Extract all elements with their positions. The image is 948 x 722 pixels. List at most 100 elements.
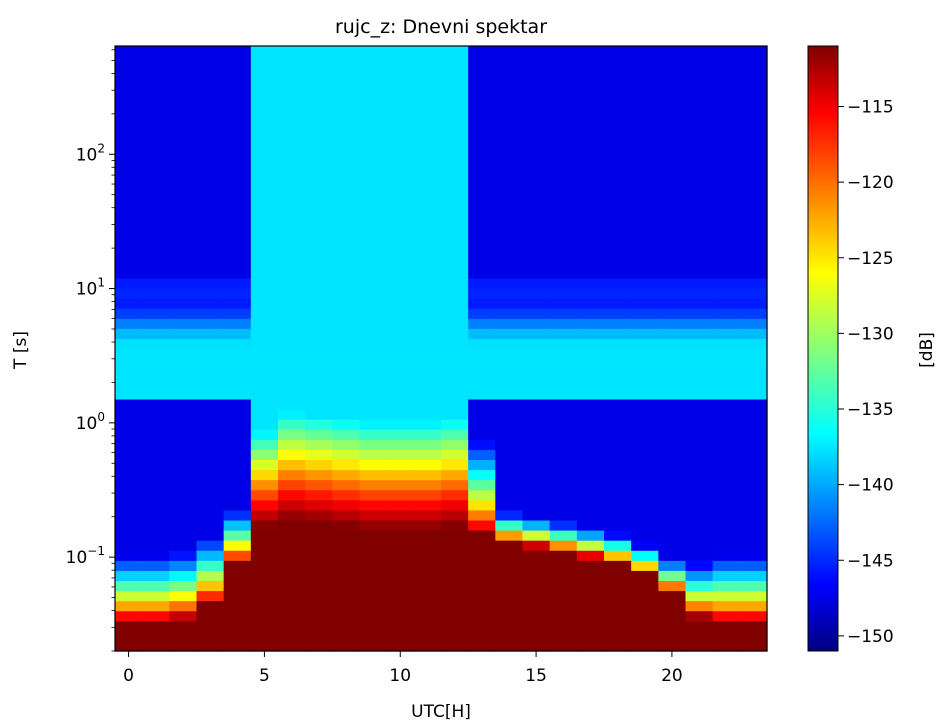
heatmap-cell <box>359 469 388 481</box>
heatmap-cell <box>169 419 198 430</box>
heatmap-cell <box>196 318 225 329</box>
heatmap-cell <box>223 439 252 450</box>
heatmap-cell <box>468 459 496 471</box>
heatmap-cell <box>305 509 333 521</box>
heatmap-cell <box>278 187 306 198</box>
heatmap-cell <box>712 469 741 481</box>
heatmap-cell <box>386 378 415 390</box>
heatmap-cell <box>468 247 496 259</box>
heatmap-cell <box>631 509 659 521</box>
heatmap-cell <box>332 348 361 360</box>
heatmap-cell <box>604 550 632 561</box>
heatmap-cell <box>115 368 143 380</box>
heatmap-cell <box>631 610 659 622</box>
heatmap-cell <box>142 348 170 360</box>
heatmap-cell <box>712 76 741 87</box>
heatmap-cell <box>115 106 143 118</box>
heatmap-cell <box>115 459 143 471</box>
heatmap-cell <box>278 247 306 259</box>
heatmap-cell <box>739 509 768 521</box>
heatmap-cell <box>250 56 279 67</box>
heatmap-cell <box>169 197 198 208</box>
heatmap-cell <box>115 197 143 208</box>
heatmap-cell <box>712 519 741 531</box>
heatmap-cell <box>196 640 225 652</box>
heatmap-cell <box>332 479 361 491</box>
heatmap-cell <box>169 267 198 279</box>
heatmap-cell <box>739 429 768 440</box>
heatmap-cell <box>739 449 768 461</box>
heatmap-cell <box>169 66 198 77</box>
heatmap-cell <box>712 439 741 450</box>
heatmap-cell <box>169 630 198 642</box>
heatmap-cell <box>413 96 442 108</box>
heatmap-cell <box>359 116 388 128</box>
heatmap-cell <box>604 570 632 582</box>
heatmap-cell <box>468 368 496 380</box>
heatmap-cell <box>386 479 415 491</box>
heatmap-cell <box>332 540 361 551</box>
heatmap-cell <box>413 197 442 208</box>
heatmap-cell <box>576 247 605 259</box>
heatmap-cell <box>196 96 225 108</box>
heatmap-cell <box>604 136 632 148</box>
heatmap-cell <box>685 378 714 390</box>
heatmap-cell <box>386 338 415 350</box>
heatmap-cell <box>441 560 469 571</box>
y-tick-label: 102 <box>76 141 105 165</box>
heatmap-cell <box>413 146 442 158</box>
heatmap-cell <box>196 530 225 541</box>
heatmap-cell <box>712 126 741 138</box>
heatmap-cell <box>658 439 687 450</box>
heatmap-cell <box>712 479 741 491</box>
heatmap-cell <box>604 398 632 410</box>
heatmap-cell <box>685 439 714 450</box>
heatmap-cell <box>739 439 768 450</box>
heatmap-cell <box>576 540 605 551</box>
heatmap-cell <box>305 449 333 461</box>
heatmap-cell <box>522 187 551 198</box>
heatmap-cell <box>196 86 225 98</box>
heatmap-cell <box>305 368 333 380</box>
heatmap-cell <box>413 630 442 642</box>
heatmap-cell <box>169 247 198 259</box>
heatmap-cell <box>631 288 659 299</box>
heatmap-cell <box>685 237 714 249</box>
heatmap-cell <box>441 187 469 198</box>
heatmap-cell <box>386 489 415 501</box>
heatmap-cell <box>685 187 714 198</box>
heatmap-cell <box>359 620 388 632</box>
heatmap-cell <box>250 388 279 400</box>
heatmap-cell <box>196 217 225 229</box>
heatmap-cell <box>604 247 632 259</box>
heatmap-cell <box>250 136 279 148</box>
heatmap-cell <box>441 247 469 259</box>
heatmap-cell <box>142 106 170 118</box>
heatmap-cell <box>576 217 605 229</box>
heatmap-cell <box>250 146 279 158</box>
heatmap-cell <box>196 419 225 430</box>
heatmap-cell <box>576 439 605 450</box>
heatmap-cell <box>115 96 143 108</box>
heatmap-cell <box>468 56 496 67</box>
heatmap-cell <box>278 237 306 249</box>
heatmap-cell <box>576 177 605 188</box>
heatmap-cell <box>332 76 361 87</box>
heatmap-cell <box>522 257 551 269</box>
heatmap-cell <box>115 308 143 319</box>
heatmap-cell <box>712 610 741 622</box>
heatmap-cell <box>631 499 659 511</box>
heatmap-cell <box>441 368 469 380</box>
heatmap-cell <box>685 368 714 380</box>
heatmap-cell <box>413 439 442 450</box>
heatmap-cell <box>305 439 333 450</box>
heatmap-cell <box>495 499 524 511</box>
heatmap-cell <box>278 56 306 67</box>
heatmap-cell <box>631 348 659 360</box>
heatmap-cell <box>169 227 198 239</box>
heatmap-cell <box>631 328 659 340</box>
heatmap-cell <box>223 56 252 67</box>
heatmap-cell <box>332 66 361 77</box>
heatmap-cell <box>712 388 741 400</box>
heatmap-cell <box>712 237 741 249</box>
